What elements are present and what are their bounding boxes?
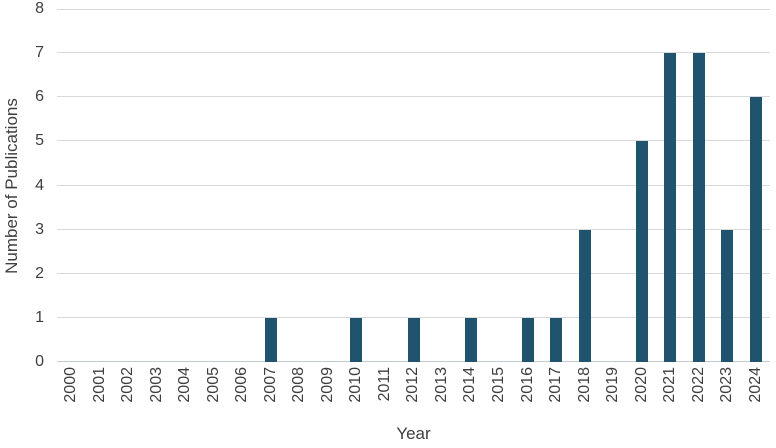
- y-tick-label-4: 4: [35, 176, 44, 194]
- y-tick-label-1: 1: [35, 308, 44, 326]
- gridline-8: [57, 9, 770, 10]
- x-tick-label-2003: 2003: [147, 367, 165, 403]
- x-tick-cell-2017: 2017: [542, 367, 571, 419]
- x-tick-label-2021: 2021: [661, 367, 679, 403]
- x-tick-label-2019: 2019: [604, 367, 622, 403]
- y-tick-label-7: 7: [35, 44, 44, 62]
- x-tick-cell-2023: 2023: [713, 367, 742, 419]
- x-tick-label-2015: 2015: [489, 367, 507, 403]
- bar-2010: [350, 317, 363, 362]
- bar-2021: [664, 53, 677, 362]
- x-tick-cell-2014: 2014: [456, 367, 485, 419]
- gridline-4: [57, 184, 770, 186]
- plot-area: [57, 9, 770, 362]
- x-tick-label-2005: 2005: [204, 367, 222, 403]
- x-tick-cell-2000: 2000: [57, 367, 86, 419]
- bar-2012: [407, 317, 420, 362]
- x-tick-label-2020: 2020: [632, 367, 650, 403]
- gridline-1: [57, 316, 770, 318]
- bar-2007: [264, 317, 277, 362]
- x-tick-cell-2015: 2015: [485, 367, 514, 419]
- x-tick-label-2006: 2006: [233, 367, 251, 403]
- x-tick-cell-2013: 2013: [428, 367, 457, 419]
- bar-2017: [550, 317, 563, 362]
- x-tick-cell-2010: 2010: [342, 367, 371, 419]
- x-tick-cell-2018: 2018: [570, 367, 599, 419]
- x-tick-cell-2024: 2024: [741, 367, 770, 419]
- x-tick-cell-2006: 2006: [228, 367, 257, 419]
- bar-2024: [749, 97, 762, 362]
- y-tick-label-3: 3: [35, 220, 44, 238]
- x-tick-cell-2004: 2004: [171, 367, 200, 419]
- y-tick-label-2: 2: [35, 264, 44, 282]
- x-tick-label-2017: 2017: [547, 367, 565, 403]
- x-tick-cell-2009: 2009: [314, 367, 343, 419]
- x-tick-label-2002: 2002: [119, 367, 137, 403]
- gridline-5: [57, 140, 770, 142]
- x-tick-cell-2008: 2008: [285, 367, 314, 419]
- x-tick-cell-2011: 2011: [371, 367, 400, 419]
- x-tick-label-2007: 2007: [261, 367, 279, 403]
- x-tick-label-2001: 2001: [90, 367, 108, 403]
- y-tick-label-6: 6: [35, 88, 44, 106]
- x-tick-label-2008: 2008: [290, 367, 308, 403]
- y-tick-label-0: 0: [35, 353, 44, 370]
- x-tick-label-2012: 2012: [404, 367, 422, 403]
- x-tick-cell-2005: 2005: [200, 367, 229, 419]
- bar-2018: [578, 229, 591, 362]
- x-tick-label-2000: 2000: [62, 367, 80, 403]
- x-tick-label-2011: 2011: [375, 367, 393, 402]
- bar-2022: [692, 53, 705, 362]
- x-axis-title: Year: [396, 424, 431, 443]
- x-tick-label-2016: 2016: [518, 367, 536, 403]
- y-tick-label-8: 8: [35, 0, 44, 17]
- gridline-2: [57, 272, 770, 274]
- bar-2014: [464, 317, 477, 362]
- x-axis-tick-labels: 2000 2001 2002 2003 2004 2005 2006 2007 2008 2009…: [57, 367, 770, 419]
- x-tick-cell-2001: 2001: [86, 367, 115, 419]
- x-tick-label-2009: 2009: [318, 367, 336, 403]
- x-tick-cell-2012: 2012: [399, 367, 428, 419]
- x-tick-label-2004: 2004: [176, 367, 194, 403]
- x-tick-cell-2022: 2022: [684, 367, 713, 419]
- x-tick-cell-2002: 2002: [114, 367, 143, 419]
- x-tick-label-2024: 2024: [746, 367, 764, 403]
- x-tick-cell-2016: 2016: [513, 367, 542, 419]
- bar-2020: [635, 141, 648, 362]
- x-tick-label-2014: 2014: [461, 367, 479, 403]
- gridline-3: [57, 228, 770, 230]
- x-tick-label-2013: 2013: [432, 367, 450, 403]
- x-tick-cell-2019: 2019: [599, 367, 628, 419]
- x-tick-label-2023: 2023: [718, 367, 736, 403]
- x-tick-cell-2020: 2020: [627, 367, 656, 419]
- gridline-7: [57, 52, 770, 54]
- x-tick-label-2022: 2022: [689, 367, 707, 403]
- x-tick-cell-2007: 2007: [257, 367, 286, 419]
- x-tick-label-2018: 2018: [575, 367, 593, 403]
- bar-2023: [721, 229, 734, 362]
- bar-2016: [521, 317, 534, 362]
- x-tick-label-2010: 2010: [347, 367, 365, 403]
- gridline-6: [57, 96, 770, 98]
- x-tick-cell-2021: 2021: [656, 367, 685, 419]
- y-tick-label-5: 5: [35, 132, 44, 150]
- x-tick-cell-2003: 2003: [143, 367, 172, 419]
